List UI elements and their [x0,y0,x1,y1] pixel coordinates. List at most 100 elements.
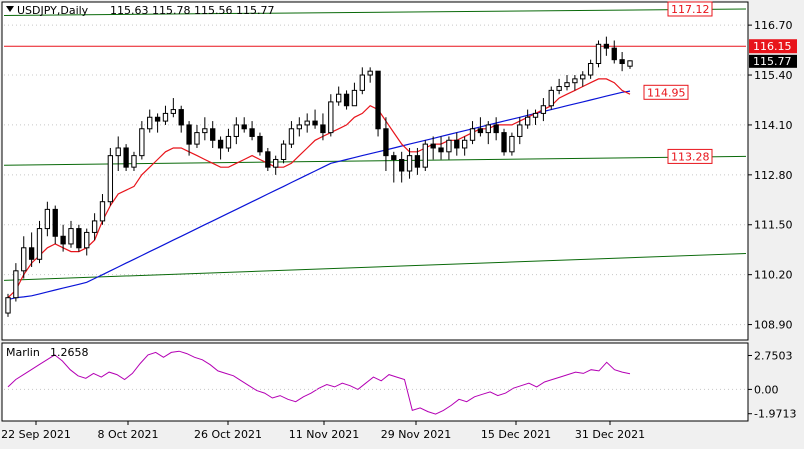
candle [477,117,484,137]
candle [68,220,74,248]
candle-body [162,112,169,122]
current-price-value: 115.77 [753,55,792,68]
candle-body [280,143,287,160]
candle [328,94,334,137]
candle-body [249,128,255,137]
candle [36,220,43,264]
candle-body [619,59,625,65]
candle [194,124,200,148]
candle-body [233,124,239,137]
candle-body [210,128,216,141]
symbol-label: USDJPY,Daily [17,4,89,17]
candle-body [595,43,602,65]
candle-body [320,124,326,134]
candle [580,71,586,87]
candle [524,109,531,129]
candle-body [611,47,617,61]
candle [312,109,318,129]
candle [548,86,554,110]
candle-body [304,120,310,126]
candle [147,109,153,133]
candle [44,201,51,237]
candle-body [44,208,51,230]
candle [430,136,436,160]
candle-body [469,128,476,141]
candle [241,117,247,133]
candle [595,40,602,68]
candle-body [461,139,468,149]
candle [627,60,633,69]
candle [84,228,90,256]
candle-body [343,93,350,107]
candle-body [312,120,318,126]
candle [493,117,499,141]
oscillator-panel[interactable] [1,342,749,422]
candle-body [564,82,570,88]
candle [178,105,184,133]
candle [273,155,279,175]
candle [611,40,617,64]
candle [351,82,358,107]
candle-body [257,135,263,153]
x-tick-label: 22 Sep 2021 [1,428,71,441]
candle-body [493,124,499,134]
candle [233,117,239,145]
candle [60,224,66,252]
y-tick-label: 110.20 [754,269,793,282]
candle-body [296,124,302,130]
candle [225,128,232,152]
candle [139,121,145,160]
candle [343,90,350,110]
candle [265,147,271,171]
candle-body [336,93,342,103]
candle-body [225,135,232,149]
level-value: 116.15 [753,40,792,53]
osc-tick-label: -1.9713 [754,408,796,421]
candle-body [265,151,271,168]
candle-body [438,147,444,153]
candle-body [501,132,507,153]
candles [5,36,633,317]
y-tick-label: 108.90 [754,319,793,332]
candle-body [52,208,58,237]
ma-slow-line [7,90,631,301]
dropdown-triangle-icon[interactable] [6,6,14,12]
candle-body [68,228,74,245]
candle-body [524,116,531,126]
candle-body [273,158,279,168]
candle [91,213,98,241]
candle-body [328,101,334,134]
candle-body [587,63,594,76]
price-panel[interactable] [1,1,749,341]
candle-body [454,139,460,149]
candle [391,151,397,183]
candle [123,144,129,171]
candle [422,140,428,171]
candle-body [422,143,428,168]
candle-body [430,143,436,149]
oscillator-line [4,350,746,415]
candle-body [367,70,373,76]
y-axis-labels: 116.70 115.40 114.10 112.80 111.50 110.20 108.… [748,19,796,421]
x-tick-label: 8 Oct 2021 [97,428,158,441]
candle-body [540,105,547,114]
candle [375,70,381,137]
candle [454,132,460,156]
x-axis-labels: 22 Sep 2021 8 Oct 2021 26 Oct 2021 11 Nov 2… [1,421,645,441]
level-value: 114.95 [647,86,686,99]
candle [517,117,523,145]
candle-body [383,128,389,157]
candle [131,151,137,171]
candle [170,98,177,118]
candle-body [580,74,586,80]
candle [414,147,421,175]
candle [564,75,570,91]
level-badge [643,84,689,100]
candle-body [446,139,452,153]
lower-channel-line [3,253,747,281]
candle-body [288,128,295,145]
candle-body [13,270,19,299]
candle-body [603,43,610,49]
